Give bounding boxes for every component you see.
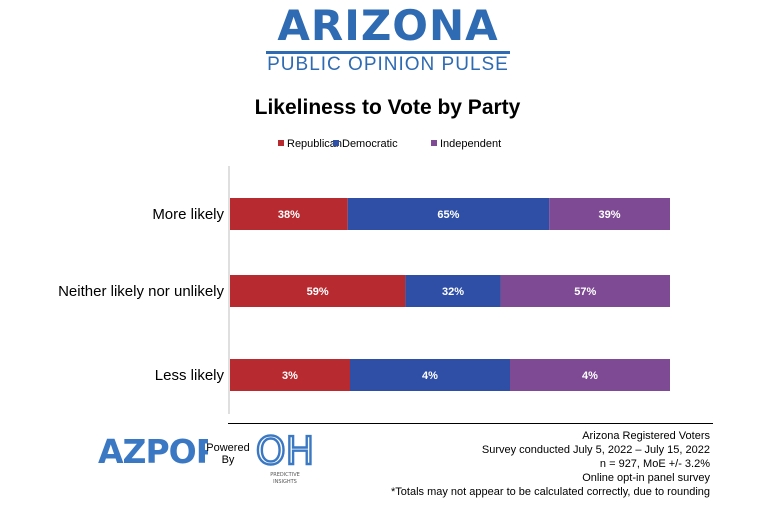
legend-label-independent: Independent — [440, 138, 501, 150]
legend-label-republican: Republican — [287, 138, 342, 150]
predictive-insights-logo: OH PREDICTIVE INSIGHTS — [255, 430, 316, 485]
data-label-independent-0: 39% — [599, 209, 621, 221]
predictive-insights-logo-mark: OH — [256, 430, 314, 473]
note-rounding: *Totals may not appear to be calculated … — [391, 486, 710, 498]
data-label-democratic-0: 65% — [437, 209, 459, 221]
category-label-0: More likely — [152, 206, 224, 223]
predictive-insights-caption-1: PREDICTIVE — [270, 472, 300, 478]
note-population: Arizona Registered Voters — [582, 430, 710, 442]
legend-label-democratic: Democratic — [342, 138, 398, 150]
bar-independent-1 — [500, 275, 670, 307]
bar-republican-2 — [230, 359, 350, 391]
note-sample: n = 927, MoE +/- 3.2% — [599, 458, 710, 470]
brand-rule — [266, 51, 510, 54]
bar-independent-2 — [510, 359, 670, 391]
azpop-logo-text: AZPOP — [98, 434, 208, 466]
data-label-republican-2: 3% — [282, 370, 298, 382]
bar-republican-0 — [230, 198, 348, 230]
bar-independent-0 — [549, 198, 670, 230]
bar-democratic-0 — [347, 198, 550, 230]
powered-by-line-2: By — [221, 454, 235, 466]
legend-swatch-independent — [431, 140, 437, 146]
powered-by: Powered By — [206, 442, 250, 466]
bar-democratic-1 — [405, 275, 501, 307]
data-label-democratic-2: 4% — [422, 370, 438, 382]
data-label-republican-0: 38% — [278, 209, 300, 221]
category-label-1: Neither likely nor unlikely — [58, 283, 224, 300]
legend-swatch-republican — [278, 140, 284, 146]
data-label-democratic-1: 32% — [442, 286, 464, 298]
powered-by-line-1: Powered — [206, 442, 250, 454]
legend-swatch-democratic — [333, 140, 339, 146]
note-method: Online opt-in panel survey — [582, 472, 710, 484]
data-label-republican-1: 59% — [307, 286, 329, 298]
note-dates: Survey conducted July 5, 2022 – July 15,… — [481, 444, 710, 456]
footer-divider — [228, 423, 713, 424]
survey-notes: Arizona Registered Voters Survey conduct… — [391, 429, 710, 499]
data-label-independent-2: 4% — [582, 370, 598, 382]
bar-republican-1 — [230, 275, 406, 307]
category-label-2: Less likely — [155, 367, 225, 384]
predictive-insights-caption-2: INSIGHTS — [273, 479, 297, 485]
brand-title: ARIZONA — [277, 1, 499, 50]
stacked-bar-chart: Republican Democratic Independent 38% 65% 39%… — [58, 138, 670, 414]
header: ARIZONA PUBLIC OPINION PULSE — [0, 0, 775, 80]
azpop-logo: AZPOP — [98, 434, 208, 466]
brand-subtitle: PUBLIC OPINION PULSE — [267, 54, 509, 75]
bar-democratic-2 — [350, 359, 510, 391]
chart-title: Likeliness to Vote by Party — [254, 96, 521, 119]
data-label-independent-1: 57% — [574, 286, 596, 298]
